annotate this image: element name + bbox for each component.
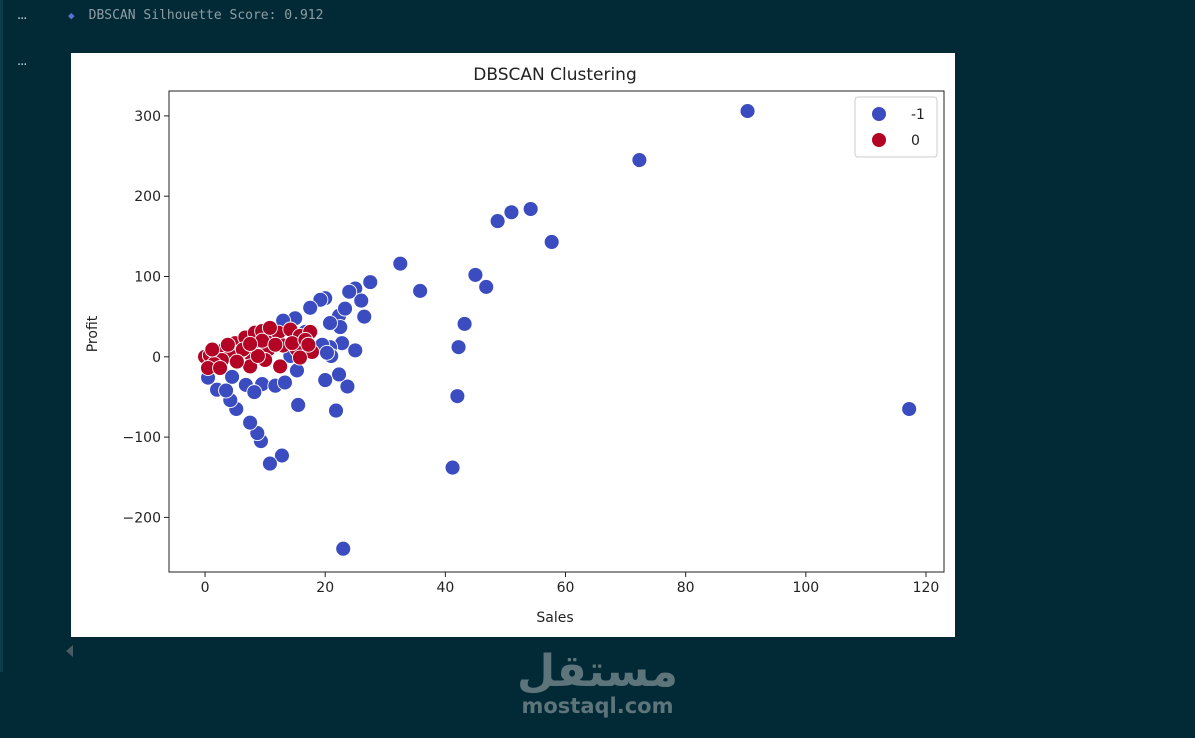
- legend: -1 0: [854, 96, 938, 158]
- y-tick-label: −100: [123, 430, 161, 446]
- point-cluster--1: [331, 366, 347, 383]
- plot-frame: [168, 90, 945, 573]
- point-cluster--1: [276, 374, 293, 391]
- point-cluster-0: [219, 336, 236, 353]
- x-tick-label: 60: [557, 580, 575, 596]
- point-cluster--1: [356, 308, 373, 325]
- legend-marker: [871, 106, 887, 122]
- x-tick-label: 0: [201, 580, 210, 596]
- legend-label: -1: [911, 107, 925, 123]
- figure: DBSCAN Clustering Sales Profit 0 20 40 60 80…: [71, 53, 955, 637]
- point-cluster-0: [261, 319, 278, 336]
- silhouette-score-text: DBSCAN Silhouette Score: 0.912: [88, 8, 324, 23]
- watermark-arabic: مستقل: [517, 646, 678, 697]
- point-cluster-0: [292, 349, 308, 366]
- point-cluster--1: [503, 204, 520, 221]
- point-cluster--1: [362, 274, 379, 291]
- scroll-left-icon[interactable]: [66, 645, 73, 657]
- point-cluster--1: [456, 315, 473, 332]
- point-cluster--1: [322, 315, 338, 332]
- point-cluster--1: [347, 342, 364, 359]
- point-cluster--1: [317, 372, 334, 389]
- cell-menu-icon[interactable]: ...: [17, 54, 27, 69]
- cell-left-border: [0, 0, 3, 672]
- chart-title: DBSCAN Clustering: [473, 65, 637, 85]
- diamond-icon: ◆: [68, 9, 75, 22]
- output-text: ◆ DBSCAN Silhouette Score: 0.912: [68, 8, 323, 23]
- point-cluster--1: [261, 455, 278, 472]
- point-cluster-0: [242, 335, 259, 352]
- point-cluster-0: [228, 353, 245, 370]
- legend-box: [854, 96, 938, 158]
- point-cluster--1: [392, 255, 409, 272]
- point-cluster-0: [212, 360, 229, 376]
- y-tick-label: 0: [152, 350, 161, 366]
- x-tick-label: 20: [316, 580, 334, 596]
- point-cluster--1: [489, 213, 506, 230]
- point-cluster--1: [467, 266, 484, 283]
- y-tick-label: −200: [123, 510, 161, 526]
- y-tick-label: 100: [134, 269, 161, 285]
- x-tick-label: 100: [792, 580, 819, 596]
- point-cluster--1: [273, 447, 290, 464]
- y-tick-label: 300: [134, 109, 161, 125]
- point-cluster--1: [341, 283, 358, 300]
- point-cluster--1: [412, 282, 429, 299]
- point-cluster--1: [631, 152, 648, 169]
- point-cluster--1: [739, 103, 756, 120]
- point-cluster--1: [339, 378, 356, 395]
- point-cluster--1: [224, 368, 241, 385]
- point-cluster--1: [353, 292, 370, 309]
- point-cluster--1: [337, 300, 353, 317]
- x-tick-label: 40: [436, 580, 454, 596]
- x-tick-label: 80: [677, 580, 695, 596]
- point-cluster--1: [478, 278, 495, 295]
- x-axis-label: Sales: [536, 610, 573, 626]
- point-cluster--1: [290, 397, 307, 413]
- point-cluster--1: [444, 459, 461, 476]
- legend-marker: [871, 132, 887, 148]
- watermark: مستقل mostaql.com: [490, 646, 705, 719]
- point-cluster-0: [284, 335, 301, 352]
- point-cluster-0: [204, 341, 221, 358]
- scatter-chart: DBSCAN Clustering Sales Profit 0 20 40 60 80…: [85, 65, 945, 626]
- x-tick-label: 120: [913, 580, 940, 596]
- point-cluster--1: [242, 414, 259, 431]
- point-cluster--1: [543, 234, 560, 250]
- point-cluster-0: [267, 336, 284, 353]
- point-cluster--1: [246, 384, 263, 401]
- watermark-latin: mostaql.com: [521, 694, 674, 718]
- point-cluster--1: [302, 299, 319, 316]
- point-cluster--1: [449, 388, 466, 405]
- point-cluster--1: [319, 344, 335, 361]
- point-cluster--1: [450, 339, 467, 356]
- y-axis-label: Profit: [85, 315, 101, 352]
- point-cluster--1: [901, 401, 918, 417]
- point-cluster-0: [272, 358, 289, 375]
- point-cluster--1: [328, 402, 344, 419]
- point-cluster--1: [218, 382, 235, 399]
- point-cluster-0: [249, 348, 266, 364]
- legend-label: 0: [911, 133, 920, 149]
- y-tick-label: 200: [134, 189, 161, 205]
- point-cluster--1: [335, 540, 352, 557]
- cell-menu-icon[interactable]: ...: [17, 8, 27, 23]
- point-cluster-0: [300, 336, 317, 353]
- point-cluster--1: [522, 201, 539, 217]
